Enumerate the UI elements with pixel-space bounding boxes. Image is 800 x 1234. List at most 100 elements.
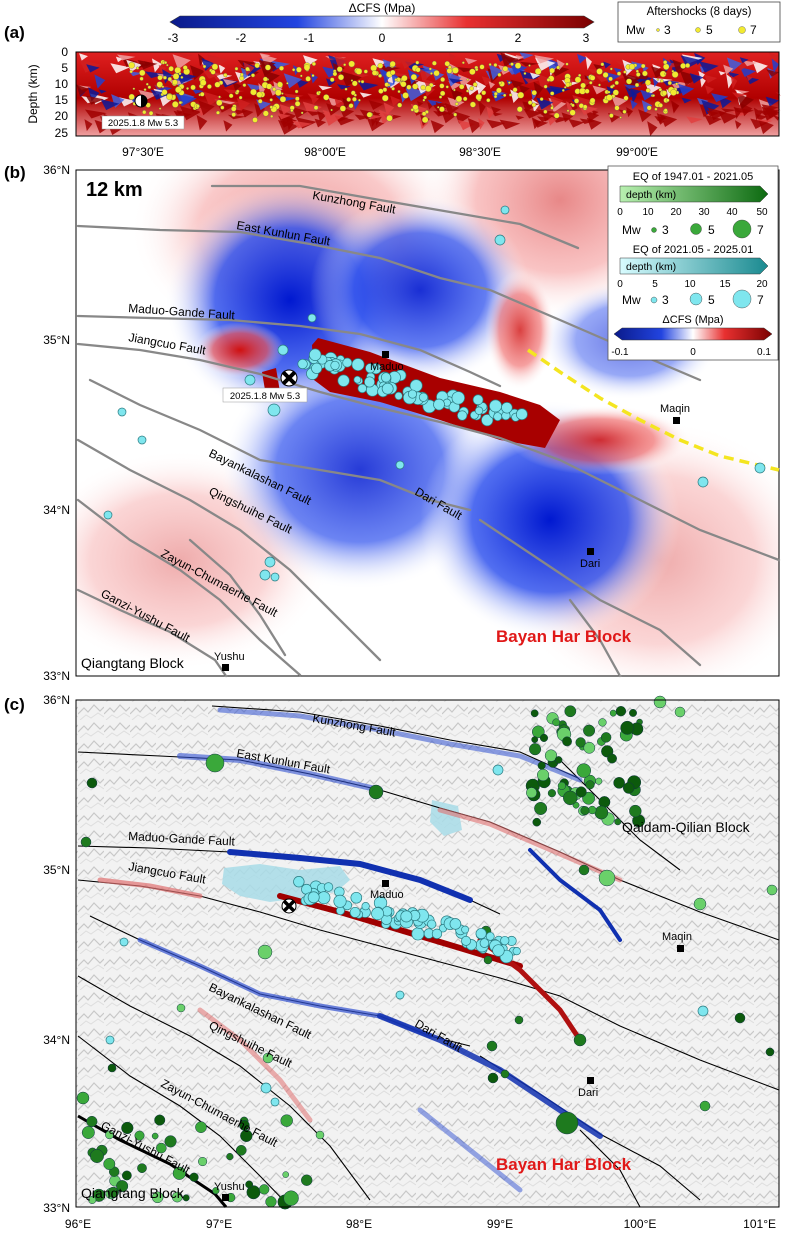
quake-2021-2025 — [350, 891, 363, 904]
stress-cell — [196, 114, 208, 131]
quake-1947-2021 — [532, 817, 542, 827]
stress-cell — [610, 95, 628, 108]
aftershock-dot — [472, 82, 478, 87]
aftershock-dot — [660, 79, 664, 83]
ganzi-fault-line — [76, 588, 228, 678]
stress-cell — [656, 112, 666, 124]
aftershock-dot — [377, 62, 384, 69]
stress-cell — [591, 109, 599, 116]
quake-2021-2025 — [259, 569, 271, 581]
quake-2021-2025 — [361, 902, 370, 911]
aftershock-dot — [147, 85, 152, 89]
aftershock-dot — [614, 80, 619, 85]
rupture-trace-yellow — [527, 348, 780, 472]
aftershock-dot — [663, 63, 670, 70]
stress-cell — [110, 63, 130, 74]
quake-1947-2021 — [699, 1100, 711, 1112]
lat-tick: 33°N — [43, 1201, 70, 1215]
aftershock-dot — [348, 103, 354, 109]
legend-green-7 — [732, 219, 752, 239]
stress-cell — [481, 76, 495, 86]
aftershock-dot — [128, 61, 135, 69]
quake-1947-2021 — [734, 1012, 746, 1024]
aftershock-dot — [360, 80, 365, 84]
aftershock-dot — [665, 98, 670, 103]
stress-cell — [523, 108, 543, 119]
aftershock-dot — [231, 106, 237, 112]
quake-2021-2025 — [323, 882, 334, 892]
aftershock-dot — [163, 75, 167, 80]
cities-b: Maduo Maqin Dari Yushu — [214, 351, 690, 671]
stress-cell — [359, 92, 372, 98]
stress-cell — [306, 110, 325, 116]
aftershock-size-7 — [738, 26, 746, 34]
quake-1947-2021 — [629, 708, 637, 717]
stress-cell — [592, 85, 607, 95]
aftershock-dot — [645, 88, 651, 93]
aftershock-dot — [148, 111, 154, 116]
stress-cell — [640, 89, 655, 101]
stress-cell — [241, 108, 254, 118]
aftershock-dot — [415, 60, 420, 65]
depth-slice-label: 12 km — [86, 179, 143, 201]
quake-1947-2021 — [88, 1195, 97, 1204]
aftershock-dot — [406, 84, 412, 90]
stress-cell — [490, 106, 502, 114]
stress-cell — [399, 56, 417, 69]
quake-1947-2021 — [674, 706, 686, 718]
quake-1947-2021 — [539, 733, 549, 742]
aftershock-dot — [223, 73, 228, 78]
stress-cell — [581, 78, 596, 86]
quake-1947-2021 — [86, 777, 98, 789]
stress-cell — [736, 93, 754, 110]
bar-tick: -0.1 — [611, 347, 629, 358]
quake-2021-2025 — [492, 764, 504, 776]
quake-1947-2021 — [189, 1172, 199, 1182]
stress-cell — [711, 93, 729, 103]
quake-2021-2025 — [479, 938, 490, 948]
stress-cell — [638, 109, 652, 123]
lon-tick: 98°30′E — [459, 145, 501, 159]
legend-size: 7 — [757, 223, 764, 237]
mainshock-icon — [281, 898, 297, 914]
aftershock-dot — [412, 83, 419, 90]
quake-1947-2021 — [280, 1114, 293, 1127]
aftershock-dot — [652, 94, 656, 98]
stress-cell — [464, 57, 478, 65]
lon-tick: 100°E — [624, 1217, 657, 1231]
aftershock-dot — [239, 75, 245, 81]
quake-1947-2021 — [151, 1191, 164, 1204]
stress-cell — [277, 113, 291, 120]
aftershock-dot — [596, 68, 603, 75]
aftershock-dot — [371, 70, 378, 76]
quake-2021-2025 — [475, 928, 487, 940]
aftershock-dot — [129, 69, 133, 74]
aftershock-dot — [332, 71, 338, 77]
quake-2021-2025 — [500, 205, 510, 215]
quake-2021-2025 — [330, 360, 340, 371]
city-label: Dari — [578, 1087, 598, 1099]
bar-tick: 0 — [617, 279, 623, 290]
aftershock-dot — [172, 101, 179, 108]
aftershock-dot — [623, 70, 627, 74]
bar-tick: 50 — [756, 207, 768, 218]
aftershock-dot — [143, 88, 147, 92]
stress-cell — [771, 58, 779, 73]
quake-2021-2025 — [754, 462, 766, 474]
aftershock-dot — [444, 61, 450, 67]
legend-green-5 — [690, 223, 702, 235]
quake-1947-2021 — [562, 736, 572, 747]
aftershock-dot — [218, 95, 221, 99]
aftershock-dot — [256, 91, 263, 98]
quake-1947-2021 — [578, 864, 590, 876]
stress-cell — [561, 112, 574, 123]
quake-1947-2021 — [259, 1184, 270, 1195]
aftershock-dot — [180, 75, 184, 79]
quake-2021-2025 — [697, 476, 709, 488]
aftershock-dot — [199, 92, 205, 97]
quake-1947-2021 — [301, 1174, 313, 1186]
city-label: Maqin — [660, 403, 690, 415]
stress-cell — [519, 61, 540, 67]
quake-2021-2025 — [105, 1035, 115, 1045]
aftershock-dot — [675, 82, 679, 86]
